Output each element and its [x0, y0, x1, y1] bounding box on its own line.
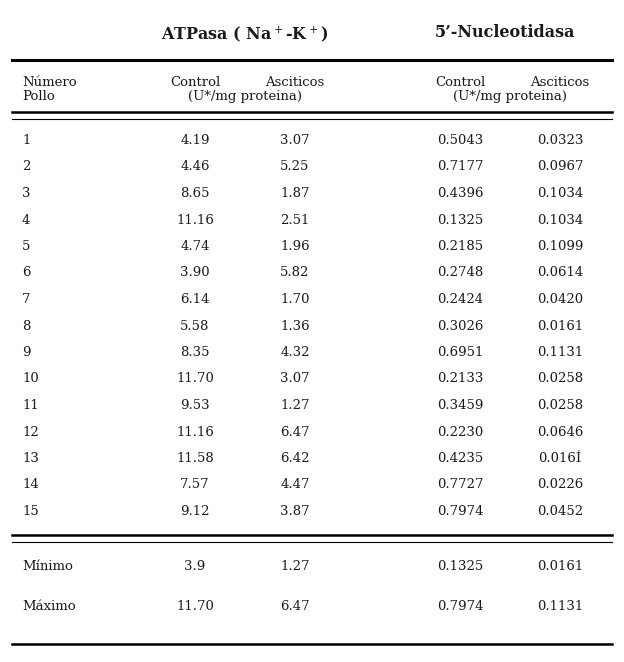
Text: 8.35: 8.35 — [180, 346, 210, 359]
Text: 0.1099: 0.1099 — [537, 240, 583, 253]
Text: 0.3459: 0.3459 — [437, 399, 483, 412]
Text: 11: 11 — [22, 399, 39, 412]
Text: 0.3026: 0.3026 — [437, 320, 483, 332]
Text: 8: 8 — [22, 320, 31, 332]
Text: 0.0420: 0.0420 — [537, 293, 583, 306]
Text: 0.1034: 0.1034 — [537, 214, 583, 226]
Text: 0.7727: 0.7727 — [437, 479, 483, 491]
Text: 0.0452: 0.0452 — [537, 505, 583, 518]
Text: 4.46: 4.46 — [180, 160, 210, 173]
Text: Número: Número — [22, 76, 77, 89]
Text: 0.0258: 0.0258 — [537, 373, 583, 385]
Text: 3.87: 3.87 — [280, 505, 310, 518]
Text: 0.0614: 0.0614 — [537, 267, 583, 279]
Text: 9.53: 9.53 — [180, 399, 210, 412]
Text: 0.6951: 0.6951 — [437, 346, 483, 359]
Text: 5.82: 5.82 — [280, 267, 310, 279]
Text: 0.1325: 0.1325 — [437, 214, 483, 226]
Text: 0.4396: 0.4396 — [437, 187, 483, 200]
Text: Asciticos: Asciticos — [265, 76, 324, 89]
Text: 5.25: 5.25 — [280, 160, 310, 173]
Text: 0.2133: 0.2133 — [437, 373, 483, 385]
Text: 3: 3 — [22, 187, 31, 200]
Text: 11.58: 11.58 — [176, 452, 214, 465]
Text: 11.70: 11.70 — [176, 373, 214, 385]
Text: 4.19: 4.19 — [180, 134, 210, 147]
Text: 0.4235: 0.4235 — [437, 452, 483, 465]
Text: 0.0161: 0.0161 — [537, 320, 583, 332]
Text: 2.51: 2.51 — [280, 214, 310, 226]
Text: 12: 12 — [22, 426, 39, 438]
Text: 5: 5 — [22, 240, 31, 253]
Text: 3.90: 3.90 — [180, 267, 210, 279]
Text: 6.47: 6.47 — [280, 426, 310, 438]
Text: 0.7974: 0.7974 — [437, 600, 483, 614]
Text: 0.5043: 0.5043 — [437, 134, 483, 147]
Text: 1: 1 — [22, 134, 31, 147]
Text: Control: Control — [435, 76, 485, 89]
Text: (U*/mg proteina): (U*/mg proteina) — [188, 90, 302, 103]
Text: 0.2424: 0.2424 — [437, 293, 483, 306]
Text: 1.87: 1.87 — [280, 187, 310, 200]
Text: 14: 14 — [22, 479, 39, 491]
Text: ATPasa ( Na$^+$-K$^+$): ATPasa ( Na$^+$-K$^+$) — [162, 24, 329, 44]
Text: 3.07: 3.07 — [280, 134, 310, 147]
Text: 0.0258: 0.0258 — [537, 399, 583, 412]
Text: 4.32: 4.32 — [280, 346, 310, 359]
Text: Control: Control — [170, 76, 220, 89]
Text: 0.0967: 0.0967 — [537, 160, 583, 173]
Text: 0.0226: 0.0226 — [537, 479, 583, 491]
Text: 1.27: 1.27 — [280, 561, 310, 573]
Text: 13: 13 — [22, 452, 39, 465]
Text: 0.7177: 0.7177 — [437, 160, 483, 173]
Text: (U*/mg proteina): (U*/mg proteina) — [453, 90, 567, 103]
Text: 1.96: 1.96 — [280, 240, 310, 253]
Text: 7: 7 — [22, 293, 31, 306]
Text: 6.42: 6.42 — [280, 452, 310, 465]
Text: 1.27: 1.27 — [280, 399, 310, 412]
Text: 9.12: 9.12 — [180, 505, 210, 518]
Text: 1.36: 1.36 — [280, 320, 310, 332]
Text: 4.47: 4.47 — [280, 479, 310, 491]
Text: Mínimo: Mínimo — [22, 561, 73, 573]
Text: 0.0646: 0.0646 — [537, 426, 583, 438]
Text: 5.58: 5.58 — [180, 320, 210, 332]
Text: 0.1131: 0.1131 — [537, 346, 583, 359]
Text: Asciticos: Asciticos — [530, 76, 590, 89]
Text: 10: 10 — [22, 373, 39, 385]
Text: 6.14: 6.14 — [180, 293, 210, 306]
Text: 0.2230: 0.2230 — [437, 426, 483, 438]
Text: 4.74: 4.74 — [180, 240, 210, 253]
Text: 11.70: 11.70 — [176, 600, 214, 614]
Text: 7.57: 7.57 — [180, 479, 210, 491]
Text: 0.2185: 0.2185 — [437, 240, 483, 253]
Text: 11.16: 11.16 — [176, 214, 214, 226]
Text: 15: 15 — [22, 505, 39, 518]
Text: 0.1131: 0.1131 — [537, 600, 583, 614]
Text: 4: 4 — [22, 214, 31, 226]
Text: 0.1325: 0.1325 — [437, 561, 483, 573]
Text: Máximo: Máximo — [22, 600, 76, 614]
Text: 0.2748: 0.2748 — [437, 267, 483, 279]
Text: 0.7974: 0.7974 — [437, 505, 483, 518]
Text: 0.0161: 0.0161 — [537, 561, 583, 573]
Text: 3.9: 3.9 — [184, 561, 206, 573]
Text: 0.016Í: 0.016Í — [539, 452, 582, 465]
Text: Pollo: Pollo — [22, 90, 55, 103]
Text: 5’-Nucleotidasa: 5’-Nucleotidasa — [435, 24, 575, 41]
Text: 2: 2 — [22, 160, 31, 173]
Text: 8.65: 8.65 — [180, 187, 210, 200]
Text: 0.0323: 0.0323 — [537, 134, 583, 147]
Text: 6: 6 — [22, 267, 31, 279]
Text: 3.07: 3.07 — [280, 373, 310, 385]
Text: 1.70: 1.70 — [280, 293, 310, 306]
Text: 11.16: 11.16 — [176, 426, 214, 438]
Text: 9: 9 — [22, 346, 31, 359]
Text: 0.1034: 0.1034 — [537, 187, 583, 200]
Text: 6.47: 6.47 — [280, 600, 310, 614]
